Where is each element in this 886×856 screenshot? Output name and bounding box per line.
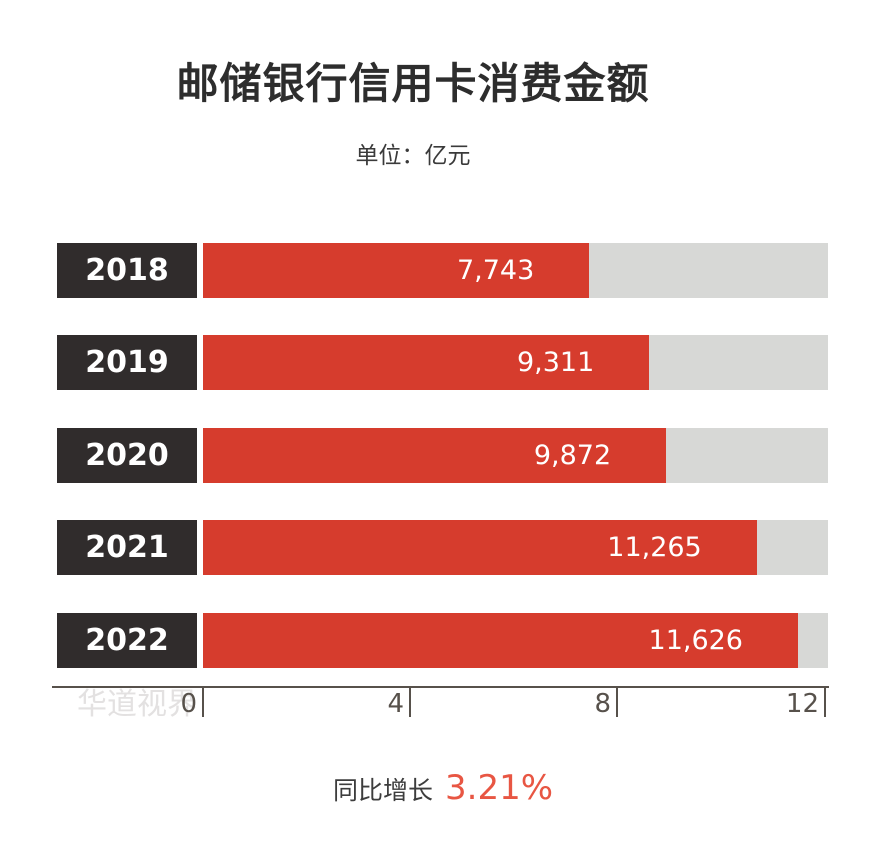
year-label: 2021 (57, 520, 197, 575)
bar-track: 9,311 (203, 335, 828, 390)
x-axis-tick (202, 686, 204, 717)
bar-row: 2019 9,311 (0, 335, 886, 390)
year-label: 2019 (57, 335, 197, 390)
bar-fill: 11,265 (203, 520, 757, 575)
bar-fill: 9,311 (203, 335, 650, 390)
bar-value: 9,311 (516, 347, 595, 378)
bar-fill: 11,626 (203, 613, 798, 668)
bar-fill: 7,743 (203, 243, 590, 298)
bar-track: 11,626 (203, 613, 828, 668)
bar-value: 11,626 (648, 625, 743, 656)
bar-value: 7,743 (456, 255, 535, 286)
bar-row: 2021 11,265 (0, 520, 886, 575)
chart-subtitle: 单位：亿元 (355, 143, 471, 169)
bar-row: 2022 11,626 (0, 613, 886, 668)
growth-value: 3.21% (445, 768, 554, 808)
bar-fill: 9,872 (203, 428, 667, 483)
watermark: 华道视界 (77, 687, 197, 722)
chart-title: 邮储银行信用卡消费金额 (176, 59, 650, 108)
x-axis-tick-label: 12 (785, 689, 819, 719)
bar-row: 2018 7,743 (0, 243, 886, 298)
growth-label: 同比增长 (332, 776, 433, 805)
x-axis-tick-label: 0 (180, 689, 197, 719)
x-axis-tick (409, 686, 411, 717)
year-label: 2018 (57, 243, 197, 298)
x-axis-tick-label: 4 (387, 689, 404, 719)
x-axis-tick (824, 686, 826, 717)
bar-track: 9,872 (203, 428, 828, 483)
year-label: 2020 (57, 428, 197, 483)
bar-value: 9,872 (533, 440, 612, 471)
growth-note: 同比增长 3.21% (0, 768, 886, 808)
x-axis-tick (616, 686, 618, 717)
x-axis-tick-label: 8 (594, 689, 611, 719)
bar-track: 11,265 (203, 520, 828, 575)
bar-row: 2020 9,872 (0, 428, 886, 483)
year-label: 2022 (57, 613, 197, 668)
x-axis-line (52, 686, 829, 688)
bar-value: 11,265 (607, 532, 702, 563)
bar-track: 7,743 (203, 243, 828, 298)
